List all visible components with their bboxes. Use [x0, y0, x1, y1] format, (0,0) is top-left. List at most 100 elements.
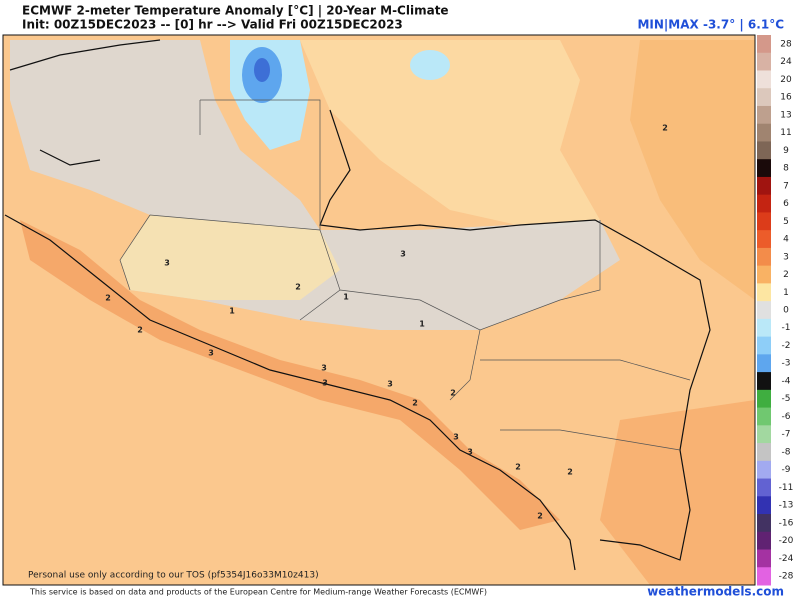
colorbar-cell [757, 407, 771, 426]
field [254, 58, 270, 82]
coastline [4, 214, 576, 571]
title: ECMWF 2-meter Temperature Anomaly [°C] |… [22, 4, 449, 18]
colorbar-label: 28 [780, 39, 792, 49]
colorbar-cell [757, 283, 771, 302]
colorbar-label: -16 [779, 518, 794, 528]
contour-label: 2 [537, 512, 543, 521]
contour-label: 3 [453, 433, 459, 442]
colorbar-cell [757, 35, 771, 54]
colorbar-label: -3 [782, 359, 791, 369]
colorbar-label: 8 [783, 164, 789, 174]
colorbar-label: -24 [779, 554, 794, 564]
colorbar-label: -7 [782, 430, 791, 440]
coastline [9, 39, 161, 166]
colorbar-cell [757, 70, 771, 89]
contour-label: 2 [567, 468, 573, 477]
field [120, 215, 340, 300]
colorbar-cell [757, 212, 771, 231]
contour-label: 2 [662, 124, 668, 133]
min-max: MIN|MAX -3.7° | 6.1°C [637, 18, 784, 32]
contour-label: 3 [467, 448, 473, 457]
site-link[interactable]: weathermodels.com [647, 585, 784, 599]
colorbar-cell [757, 549, 771, 568]
colorbar-label: -4 [782, 376, 791, 386]
colorbar-cell [757, 425, 771, 444]
colorbar-label: -5 [782, 394, 791, 404]
contour-label: 3 [321, 364, 327, 373]
colorbar-label: 24 [780, 57, 792, 67]
contour-label: 2 [515, 463, 521, 472]
colorbar-cell [757, 514, 771, 533]
colorbar-cell [757, 389, 771, 409]
colorbar-cell [757, 176, 771, 196]
colorbar-label: 16 [780, 93, 792, 103]
contour-label: 2 [450, 389, 456, 398]
colorbar-cell [757, 194, 771, 213]
contour-label: 1 [343, 293, 349, 302]
colorbar-cell [757, 247, 771, 267]
tos-note: Personal use only according to our TOS (… [28, 571, 319, 581]
colorbar-cell [757, 478, 771, 497]
colorbar-cell [757, 354, 771, 373]
contour-label: 3 [400, 250, 406, 259]
coastline [319, 109, 711, 561]
colorbar-label: 13 [780, 110, 791, 120]
colorbar-cell [757, 230, 771, 249]
map-frame [2, 34, 756, 586]
colorbar-label: 11 [780, 128, 791, 138]
credit: This service is based on data and produc… [29, 588, 487, 597]
colorbar: 28 24 20 16 13 11 9 8 7 6 5 4 3 2 1 0 -1 -2 -3 -4 -5 -6 -7 -8 -9… [757, 35, 794, 586]
colorbar-cell [757, 318, 771, 338]
colorbar-cell [757, 52, 771, 71]
colorbar-label: -28 [779, 572, 794, 582]
colorbar-cell [757, 88, 771, 107]
colorbar-label: -9 [782, 465, 791, 475]
colorbar-cell [757, 567, 771, 586]
colorbar-cell [757, 123, 771, 142]
colorbar-cell [757, 443, 771, 462]
contour-label: 2 [137, 326, 143, 335]
colorbar-label: 7 [783, 181, 789, 191]
colorbar-cell [757, 141, 771, 160]
contour-label: 3 [208, 349, 214, 358]
contour-label: 3 [387, 380, 393, 389]
colorbar-label: 5 [783, 217, 789, 227]
colorbar-label: -1 [782, 323, 791, 333]
colorbar-cell [757, 336, 771, 355]
colorbar-cell [757, 105, 771, 125]
colorbar-label: -8 [782, 447, 791, 457]
colorbar-label: 4 [783, 235, 789, 245]
colorbar-label: 6 [783, 199, 789, 209]
contour-label: 1 [419, 320, 425, 329]
contour-label: 1 [229, 307, 235, 316]
colorbar-cell [757, 159, 771, 178]
colorbar-label: -13 [779, 501, 794, 511]
field [600, 400, 755, 585]
contour-label: 2 [105, 294, 111, 303]
colorbar-label: 1 [783, 288, 789, 298]
border [119, 99, 691, 451]
colorbar-label: 0 [783, 306, 789, 316]
colorbar-cell [757, 301, 771, 320]
colorbar-label: 9 [783, 146, 789, 156]
colorbar-cell [757, 372, 771, 391]
contour-label: 3 [164, 259, 170, 268]
colorbar-cell [757, 265, 771, 284]
map: Personal use only according to our TOS (… [2, 34, 756, 586]
field [630, 40, 755, 300]
colorbar-label: -2 [782, 341, 791, 351]
field [300, 40, 600, 230]
colorbar-cell [757, 496, 771, 515]
colorbar-cell [757, 460, 771, 480]
contour-label: 2 [295, 283, 301, 292]
contour-label: 2 [412, 399, 418, 408]
colorbar-label: -11 [779, 483, 794, 493]
colorbar-label: 2 [783, 270, 789, 280]
colorbar-label: 3 [783, 252, 789, 262]
field [410, 50, 450, 80]
colorbar-label: -6 [782, 412, 791, 422]
subtitle: Init: 00Z15DEC2023 -- [0] hr --> Valid F… [22, 18, 403, 32]
colorbar-label: -20 [779, 536, 794, 546]
